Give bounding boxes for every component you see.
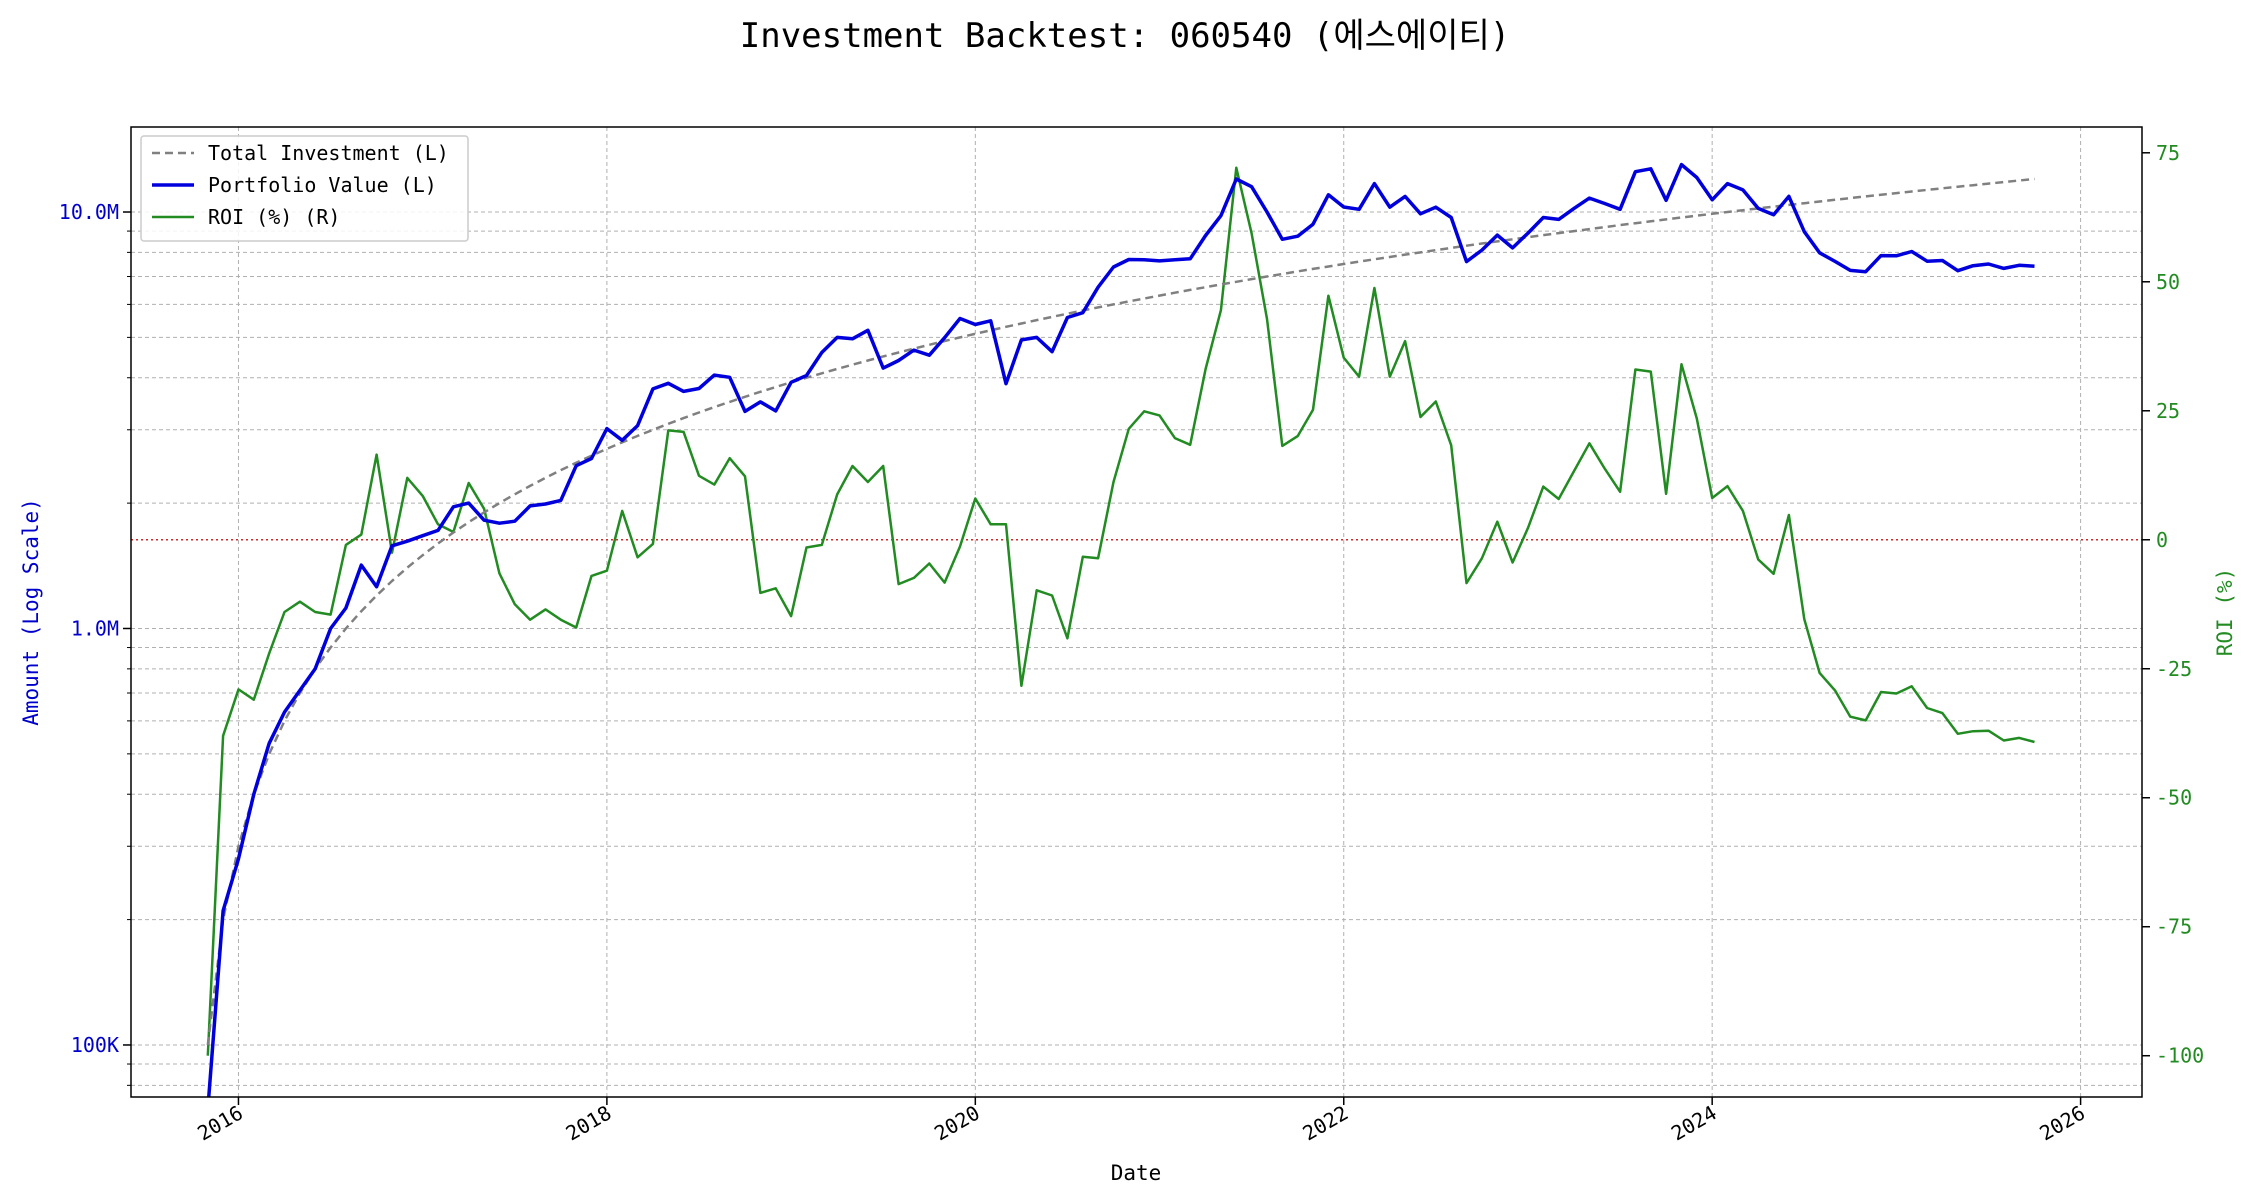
chart-title: Investment Backtest: 060540 (에스에이티) [740, 16, 1511, 56]
y-left-tick-label: 10.0M [59, 200, 119, 224]
y-right-tick-label: 75 [2156, 141, 2180, 165]
x-tick-label: 2016 [193, 1101, 247, 1146]
x-tick-label: 2020 [930, 1101, 984, 1146]
y-left-tick-label: 1.0M [71, 616, 119, 640]
x-axis-label: Date [1111, 1161, 1162, 1185]
plot-frame [130, 126, 2143, 1098]
y-right-tick-label: -25 [2156, 657, 2192, 681]
x-tick-label: 2024 [1667, 1101, 1721, 1146]
x-tick-label: 2022 [1299, 1101, 1353, 1146]
series-layer [206, 162, 2035, 1097]
y-right-tick-label: 25 [2156, 399, 2180, 423]
x-tick-label: 2026 [2035, 1101, 2089, 1146]
portfolio-value-line [207, 162, 2035, 1097]
legend-entry-total-investment: Total Investment (L) [208, 141, 449, 165]
grid [131, 127, 2142, 1097]
legend-entry-portfolio-value: Portfolio Value (L) [208, 173, 437, 197]
y-right-axis: -100 -75 -50 -25 0 25 50 75 [2142, 141, 2204, 1068]
y-left-axis: 100K 1.0M 10.0M [59, 200, 131, 1086]
y-right-tick-label: -75 [2156, 915, 2192, 939]
y-right-tick-label: 50 [2156, 270, 2180, 294]
y-right-tick-label: -100 [2156, 1044, 2204, 1068]
x-axis: 2016 2018 2020 2022 2024 2026 [193, 1097, 2089, 1145]
legend-box [140, 135, 469, 242]
y-right-tick-label: 0 [2156, 528, 2168, 552]
roi-line [206, 166, 2035, 1056]
legend: Total Investment (L) Portfolio Value (L) R… [140, 135, 469, 242]
y-left-tick-label: 100K [71, 1033, 119, 1057]
y-left-axis-label: Amount (Log Scale) [19, 498, 43, 726]
x-tick-label: 2018 [562, 1101, 616, 1146]
legend-entry-roi: ROI (%) (R) [208, 205, 340, 229]
y-right-tick-label: -50 [2156, 786, 2192, 810]
total-investment-line [206, 177, 2035, 1046]
y-right-axis-label: ROI (%) [2213, 568, 2237, 657]
